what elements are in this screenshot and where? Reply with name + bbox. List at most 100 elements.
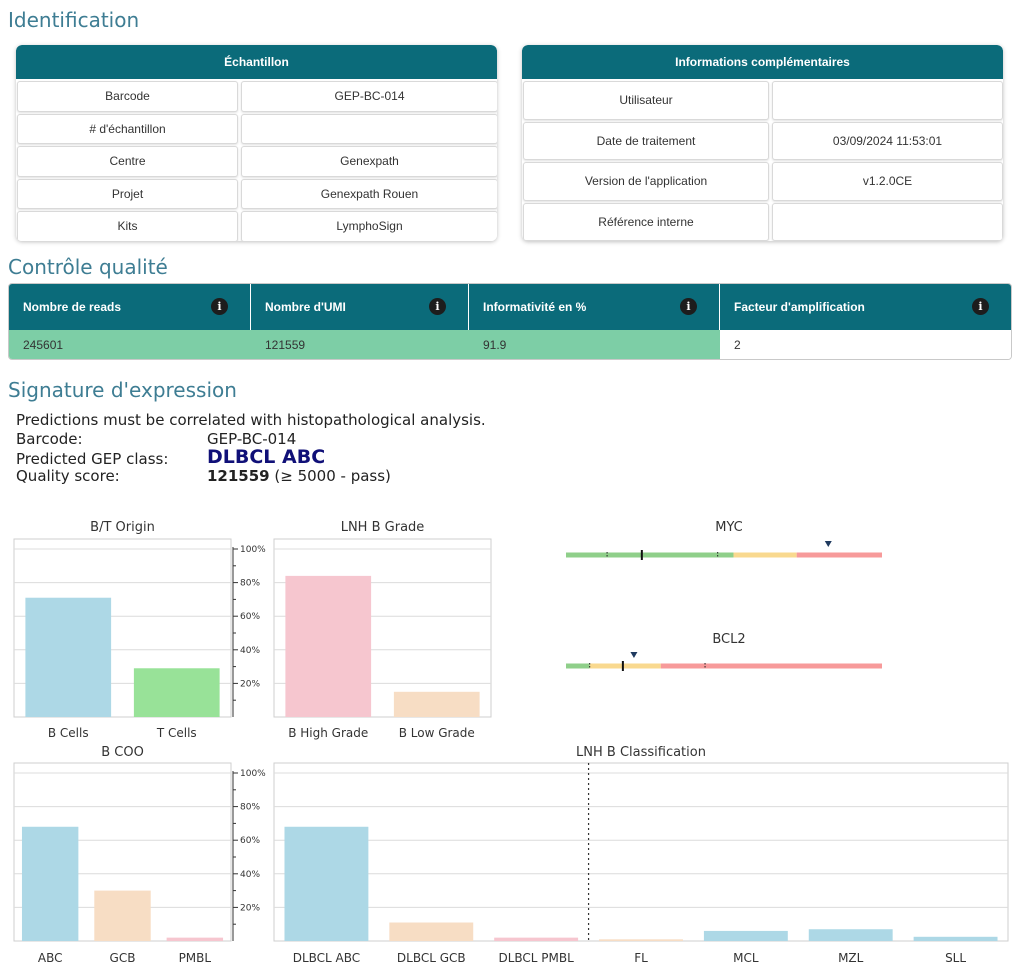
gauge-pointer-icon [630,652,638,658]
extra-label: Version de l'application [523,162,769,201]
extra-row: Référence interne [522,202,1003,241]
qc-header-label: Facteur d'amplification [734,300,865,314]
chart-bar [913,936,998,941]
extra-row: Version de l'application v1.2.0CE [522,162,1003,201]
chart-bar [808,929,893,941]
chart-category-label: B High Grade [288,726,368,740]
qc-value-informativity: 91.9 [469,330,720,359]
extra-value [772,202,1003,241]
sample-label: # d'échantillon [17,113,238,144]
section-title-signature: Signature d'expression [8,378,237,402]
extra-value: v1.2.0CE [772,162,1003,201]
gauge-title: MYC [715,520,743,535]
chart-category-label: DLBCL ABC [293,951,360,965]
extra-row: Utilisateur [522,81,1003,120]
sample-value: GEP-BC-014 [241,81,497,112]
chart-y-tick-label: 100% [240,545,266,555]
section-title-quality-control: Contrôle qualité [8,255,168,279]
chart-bar [393,691,480,717]
extra-label: Référence interne [523,202,769,241]
chart-y-tick-label: 40% [240,870,260,880]
sample-row: Kits LymphoSign [16,211,497,241]
chart-title: B COO [101,745,144,760]
chart-title: LNH B Classification [576,745,706,760]
chart-bar [166,937,224,941]
sample-label: Projet [17,178,238,209]
chart-category-label: GCB [110,951,136,965]
chart-category-label: PMBL [179,951,212,965]
chart-category-label: B Low Grade [399,726,475,740]
sample-value: Genexpath Rouen [241,178,497,209]
chart-frame [273,538,492,718]
barcode-label: Barcode: [16,430,83,448]
chart-category-label: B Cells [48,726,89,740]
quality-score: 121559 (≥ 5000 - pass) [207,467,391,485]
section-title-identification: Identification [8,8,140,32]
chart-y-tick-label: 80% [240,579,260,589]
quality-score-note: (≥ 5000 - pass) [269,467,391,485]
qc-header-row: Nombre de reads i Nombre d'UMI i Informa… [9,284,1011,330]
extra-label: Utilisateur [523,81,769,120]
qc-value-amplification: 2 [720,330,1011,359]
sample-row: Barcode GEP-BC-014 [16,81,497,112]
qc-value-umi: 121559 [251,330,469,359]
chart-category-label: MZL [838,951,864,965]
extra-label: Date de traitement [523,121,769,160]
chart-y-tick-label: 80% [240,803,260,813]
chart-frame [273,762,1009,942]
chart-frame [13,762,232,942]
sample-label: Barcode [17,81,238,112]
chart-category-label: DLBCL GCB [397,951,466,965]
chart-bar [94,890,151,941]
quality-score-value: 121559 [207,467,270,485]
chart-category-label: ABC [38,951,63,965]
signature-disclaimer: Predictions must be correlated with hist… [16,411,486,429]
sample-value: Genexpath [241,146,497,177]
chart-bar [389,922,474,941]
qc-header-label: Nombre d'UMI [265,300,346,314]
qc-header-reads: Nombre de reads i [9,284,251,330]
gauge-segment [733,552,797,558]
qc-header-label: Nombre de reads [23,300,122,314]
info-icon[interactable]: i [972,298,989,315]
sample-label: Centre [17,146,238,177]
barcode-value: GEP-BC-014 [207,430,297,448]
qc-value-row: 245601 121559 91.9 2 [9,330,1011,359]
chart-title: LNH B Grade [341,520,425,535]
chart-y-tick-label: 60% [240,612,260,622]
chart-title: B/T Origin [90,520,155,535]
sample-row: # d'échantillon [16,113,497,144]
gauge-title: BCL2 [712,632,745,647]
info-icon[interactable]: i [211,298,228,315]
chart-bar [21,826,79,941]
chart-bar [284,826,369,941]
gauge-segment [796,552,882,558]
chart-bar [494,937,579,941]
qc-value-reads: 245601 [9,330,251,359]
chart-y-tick-label: 40% [240,646,260,656]
chart-bar [133,668,220,717]
sample-row: Centre Genexpath [16,146,497,177]
chart-y-tick-label: 60% [240,836,260,846]
sample-value [241,113,497,144]
info-icon[interactable]: i [680,298,697,315]
chart-bar [285,575,372,717]
chart-category-label: T Cells [156,726,197,740]
info-icon[interactable]: i [429,298,446,315]
qc-header-label: Informativité en % [483,300,587,314]
chart-bar [599,939,683,941]
extra-info-panel-title: Informations complémentaires [522,45,1003,79]
sample-panel: Échantillon Barcode GEP-BC-014 # d'échanti… [16,45,497,241]
extra-value [772,81,1003,120]
gauge-pointer-icon [824,541,832,547]
extra-info-panel: Informations complémentaires Utilisateur… [522,45,1003,241]
qc-header-amplification: Facteur d'amplification i [720,284,1011,330]
gauge-segment [566,552,734,558]
chart-category-label: SLL [945,951,966,965]
chart-y-tick-label: 20% [240,679,260,689]
chart-category-label: DLBCL PMBL [498,951,574,965]
predicted-class-value: DLBCL ABC [207,446,326,468]
quality-score-label: Quality score: [16,467,120,485]
chart-bar [703,930,788,941]
extra-row: Date de traitement 03/09/2024 11:53:01 [522,121,1003,160]
